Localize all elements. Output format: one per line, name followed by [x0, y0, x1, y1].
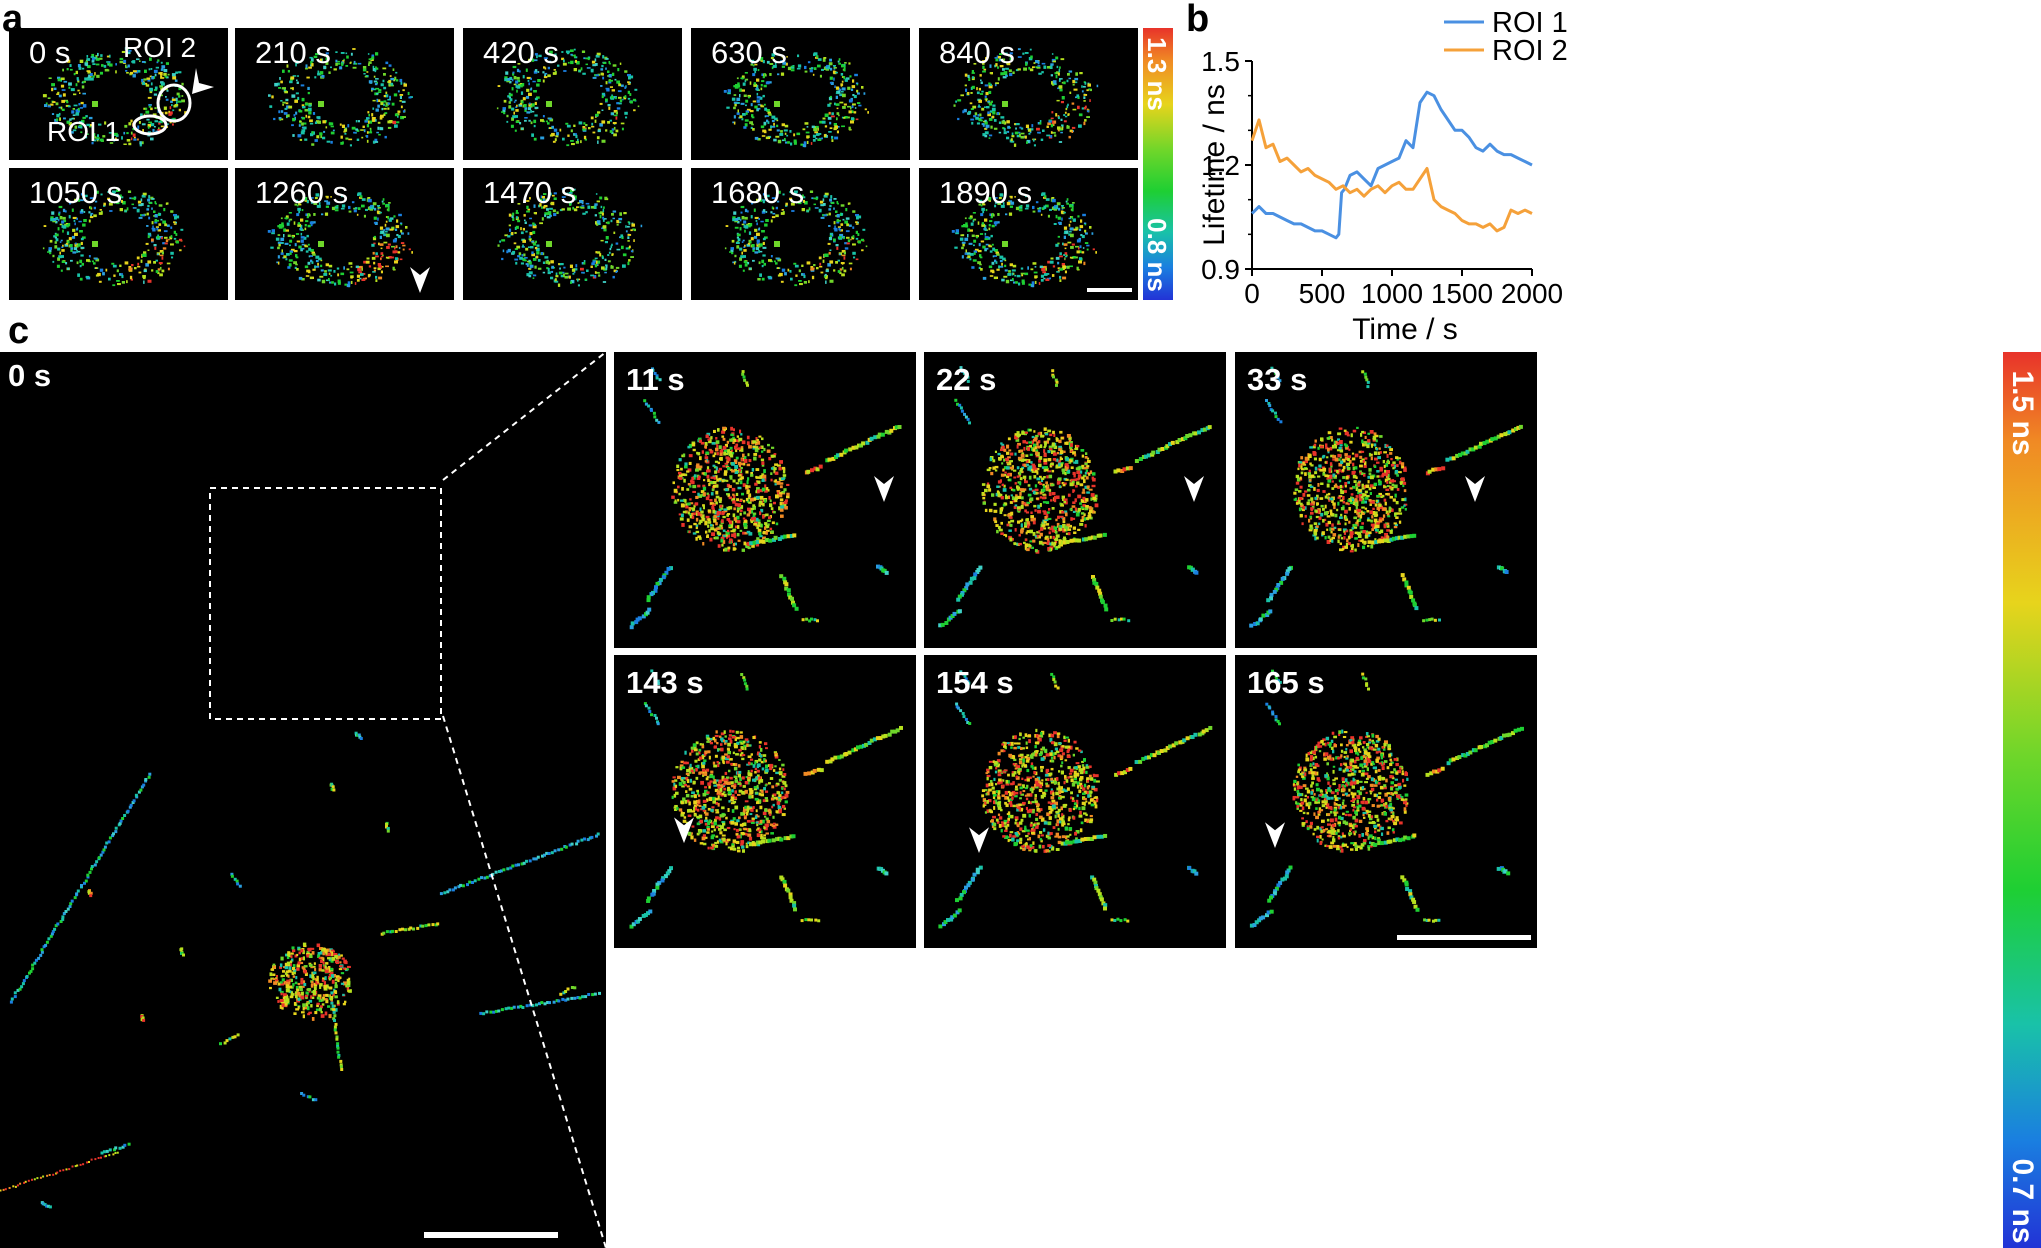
panel-a-tile: 1890 s	[919, 168, 1138, 300]
panel-c-overview-scale-bar	[424, 1232, 558, 1238]
panel-c-time-label: 11 s	[626, 362, 685, 397]
panel-c-time-label: 22 s	[936, 362, 997, 397]
chart-y-tick-label: 1.5	[1201, 46, 1240, 77]
chart-x-tick-label: 1500	[1431, 278, 1493, 309]
colorbar-c: 1.5 ns 0.7 ns	[2003, 352, 2041, 1248]
chart-y-tick-label: 1.2	[1201, 150, 1240, 181]
panel-c-time-label: 154 s	[936, 665, 1014, 700]
panel-label-b: b	[1186, 0, 1210, 40]
chart-series-line-2	[1250, 118, 1533, 233]
chart-legend-label: ROI 2	[1492, 35, 1568, 67]
chart-legend-label: ROI 1	[1492, 7, 1568, 39]
panel-a-time-label: 1890 s	[939, 175, 1033, 210]
panel-a-tile: 210 s	[235, 28, 454, 160]
arrowhead-icon	[1184, 476, 1204, 502]
panel-a-time-label: 630 s	[711, 35, 787, 70]
panel-a-time-label: 210 s	[255, 35, 331, 70]
colorbar-c-max-label: 1.5 ns	[2006, 370, 2039, 456]
arrowhead-icon	[1265, 822, 1285, 849]
panel-a-tile: 1470 s	[463, 168, 682, 300]
panel-c-overview-image: 0 s	[0, 352, 606, 1248]
chart-x-tick-label: 1000	[1361, 278, 1423, 309]
panel-c-zoom-tile: 165 s	[1235, 655, 1537, 948]
panel-a-tile: 1260 s	[235, 168, 454, 300]
chart-x-tick-label: 2000	[1501, 278, 1563, 309]
panel-c-zoom-tile: 154 s	[924, 655, 1226, 948]
panel-c-zoom-tile: 33 s	[1235, 352, 1537, 648]
zoom-region-box	[209, 487, 442, 720]
roi-1-circle	[132, 114, 168, 136]
panel-c-time-label: 165 s	[1247, 665, 1325, 700]
arrowhead-icon	[1465, 476, 1485, 502]
roi-2-label: ROI 2	[123, 32, 197, 63]
panel-a-scale-bar	[1087, 288, 1132, 292]
colorbar-a: 1.3 ns 0.8 ns	[1142, 28, 1173, 300]
chart-x-tick-label: 500	[1299, 278, 1346, 309]
panel-a-time-label: 840 s	[939, 35, 1015, 70]
panel-a-tile: 1050 s	[9, 168, 228, 300]
panel-a-tile: 420 s	[463, 28, 682, 160]
panel-c-zoom-tile: 11 s	[614, 352, 916, 648]
chart-x-axis-label: Time / s	[1352, 313, 1458, 346]
panel-c-time-label: 33 s	[1247, 362, 1308, 397]
panel-c-zoom-tile: 22 s	[924, 352, 1226, 648]
arrowhead-icon	[674, 817, 694, 844]
panel-a-tile: 0 s ROI 2 ROI 1	[9, 28, 228, 160]
panel-a-time-label: 420 s	[483, 35, 559, 70]
panel-a-time-label: 1260 s	[255, 175, 349, 210]
panel-c-zoom-scale-bar	[1397, 935, 1531, 940]
chart-y-tick-label: 0.9	[1201, 254, 1240, 285]
panel-a-tile: 630 s	[691, 28, 910, 160]
roi-2-circle	[156, 83, 192, 123]
panel-c-zoom-tile: 143 s	[614, 655, 916, 948]
roi-1-label: ROI 1	[47, 116, 121, 147]
panel-a-time-label: 1680 s	[711, 175, 805, 210]
arrowhead-icon	[874, 476, 894, 502]
panel-a-tile: 840 s	[919, 28, 1138, 160]
colorbar-c-min-label: 0.7 ns	[2006, 1158, 2039, 1244]
chart-x-tick-label: 0	[1244, 278, 1260, 309]
arrowhead-icon	[410, 267, 430, 293]
panel-a-time-label: 1470 s	[483, 175, 577, 210]
arrowhead-icon	[969, 827, 989, 853]
panel-a-time-label: 0 s	[29, 35, 71, 70]
panel-a-time-label: 1050 s	[29, 175, 123, 210]
panel-label-c: c	[8, 310, 30, 352]
panel-c-time-label: 143 s	[626, 665, 704, 700]
chart-series-line-1	[1250, 90, 1533, 240]
arrowhead-icon	[192, 68, 214, 94]
panel-c-overview-time-label: 0 s	[8, 358, 52, 393]
panel-a-tile: 1680 s	[691, 168, 910, 300]
